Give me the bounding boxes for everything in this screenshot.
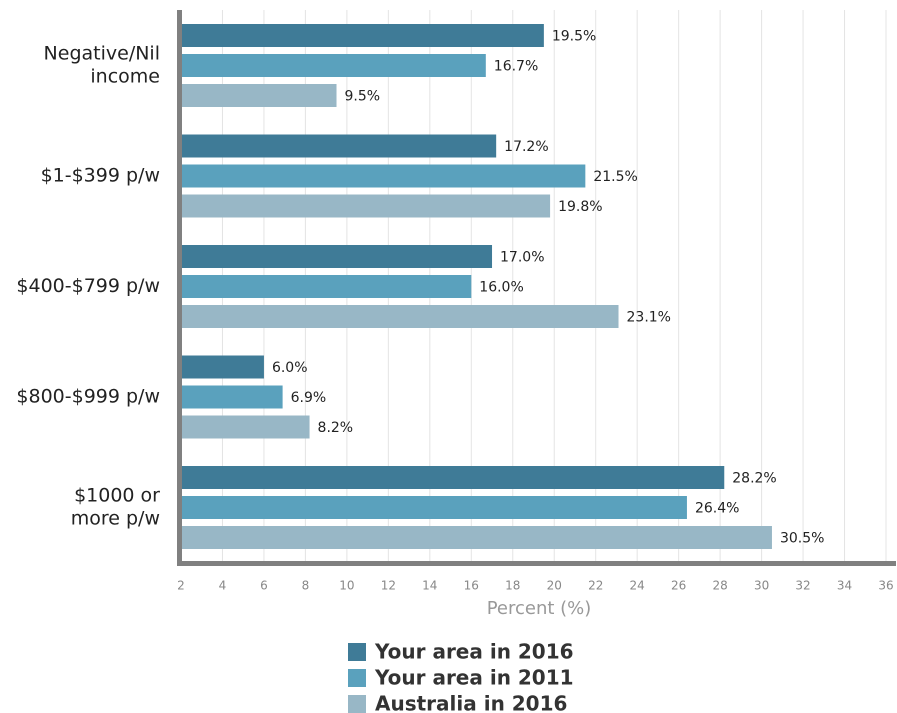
x-tick-label: 6 bbox=[260, 579, 268, 593]
x-tick-label: 4 bbox=[219, 579, 227, 593]
bar bbox=[181, 24, 544, 47]
data-label: 16.0% bbox=[479, 280, 523, 296]
bar bbox=[181, 134, 497, 158]
x-tick-label: 28 bbox=[712, 579, 727, 593]
data-label: 17.0% bbox=[500, 250, 544, 266]
x-tick-label: 12 bbox=[381, 579, 396, 593]
data-label: 9.5% bbox=[345, 89, 381, 105]
y-axis-line bbox=[177, 10, 182, 566]
legend-swatch bbox=[348, 643, 366, 661]
legend-label: Your area in 2011 bbox=[374, 666, 574, 690]
x-tick-label: 10 bbox=[339, 579, 354, 593]
data-label: 6.9% bbox=[291, 390, 327, 406]
x-tick-label: 14 bbox=[422, 579, 437, 593]
data-label: 8.2% bbox=[318, 420, 354, 436]
x-tick-label: 30 bbox=[754, 579, 769, 593]
bar bbox=[181, 305, 619, 328]
x-tick-label: 34 bbox=[837, 579, 852, 593]
legend-swatch bbox=[348, 669, 366, 687]
x-tick-label: 8 bbox=[302, 579, 310, 593]
y-tick-label: $1-$399 p/w bbox=[41, 165, 160, 187]
data-label: 26.4% bbox=[695, 501, 739, 517]
legend-label: Your area in 2016 bbox=[374, 640, 574, 664]
y-tick-label: $1000 or bbox=[74, 485, 160, 507]
data-label: 6.0% bbox=[272, 360, 308, 376]
y-tick-label: more p/w bbox=[71, 508, 160, 530]
x-tick-label: 36 bbox=[878, 579, 893, 593]
x-tick-label: 32 bbox=[795, 579, 810, 593]
bar bbox=[181, 84, 337, 107]
data-label: 19.5% bbox=[552, 29, 596, 45]
x-tick-label: 2 bbox=[177, 579, 185, 593]
data-label: 28.2% bbox=[732, 471, 776, 487]
y-tick-label: $800-$999 p/w bbox=[16, 386, 160, 408]
legend-label: Australia in 2016 bbox=[375, 692, 567, 713]
bar bbox=[181, 245, 493, 268]
x-tick-label: 16 bbox=[464, 579, 479, 593]
x-tick-label: 24 bbox=[630, 579, 645, 593]
data-label: 23.1% bbox=[627, 310, 671, 326]
bar bbox=[181, 415, 310, 439]
data-label: 19.8% bbox=[558, 199, 602, 215]
x-tick-label: 26 bbox=[671, 579, 686, 593]
bar bbox=[181, 54, 486, 77]
x-tick-label: 22 bbox=[588, 579, 603, 593]
bar bbox=[181, 526, 772, 549]
bar bbox=[181, 496, 687, 519]
bar bbox=[181, 385, 283, 409]
x-axis-line bbox=[177, 561, 896, 566]
y-tick-label: Negative/Nil bbox=[44, 43, 160, 65]
x-axis-label: Percent (%) bbox=[487, 598, 592, 619]
legend-swatch bbox=[348, 695, 366, 713]
x-tick-label: 20 bbox=[547, 579, 562, 593]
bar bbox=[181, 275, 472, 298]
bar bbox=[181, 466, 725, 489]
y-tick-label: $400-$799 p/w bbox=[16, 275, 160, 297]
bar bbox=[181, 355, 264, 379]
y-tick-label: income bbox=[90, 66, 160, 88]
bar bbox=[181, 164, 586, 188]
bar bbox=[181, 194, 551, 218]
x-tick-label: 18 bbox=[505, 579, 520, 593]
data-label: 16.7% bbox=[494, 59, 538, 75]
data-label: 21.5% bbox=[593, 169, 637, 185]
data-label: 30.5% bbox=[780, 531, 824, 547]
data-label: 17.2% bbox=[504, 139, 548, 155]
